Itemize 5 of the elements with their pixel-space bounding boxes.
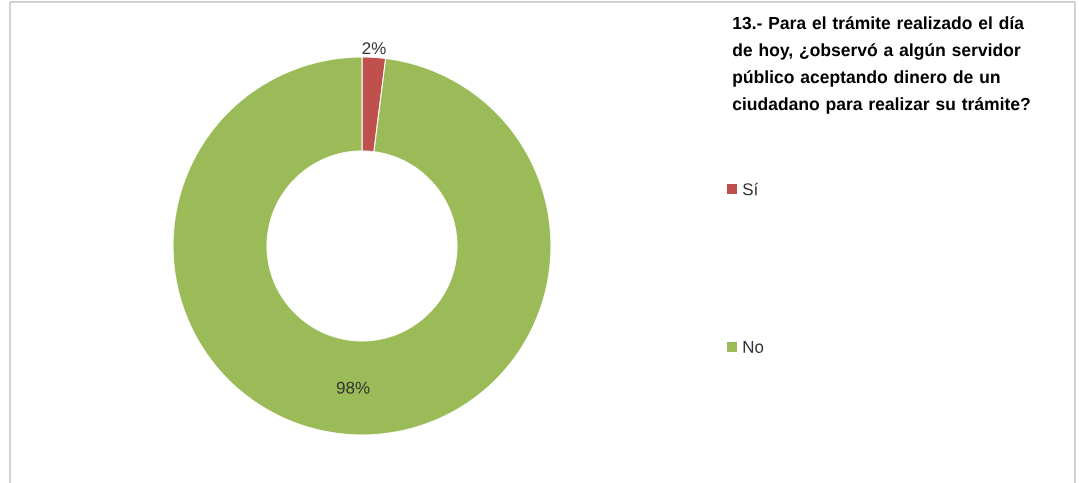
text: 13.- Para el trámite realizado el día de hoy, ¿observó a algún servidor público aceptando dinero de un ciudadano para realizar su trámite? <box>732 15 1030 114</box>
data-label: 2% <box>362 41 386 54</box>
legend-label: Sí <box>742 182 759 196</box>
data-label: 98% <box>336 381 370 394</box>
legend-label: No <box>743 340 764 353</box>
